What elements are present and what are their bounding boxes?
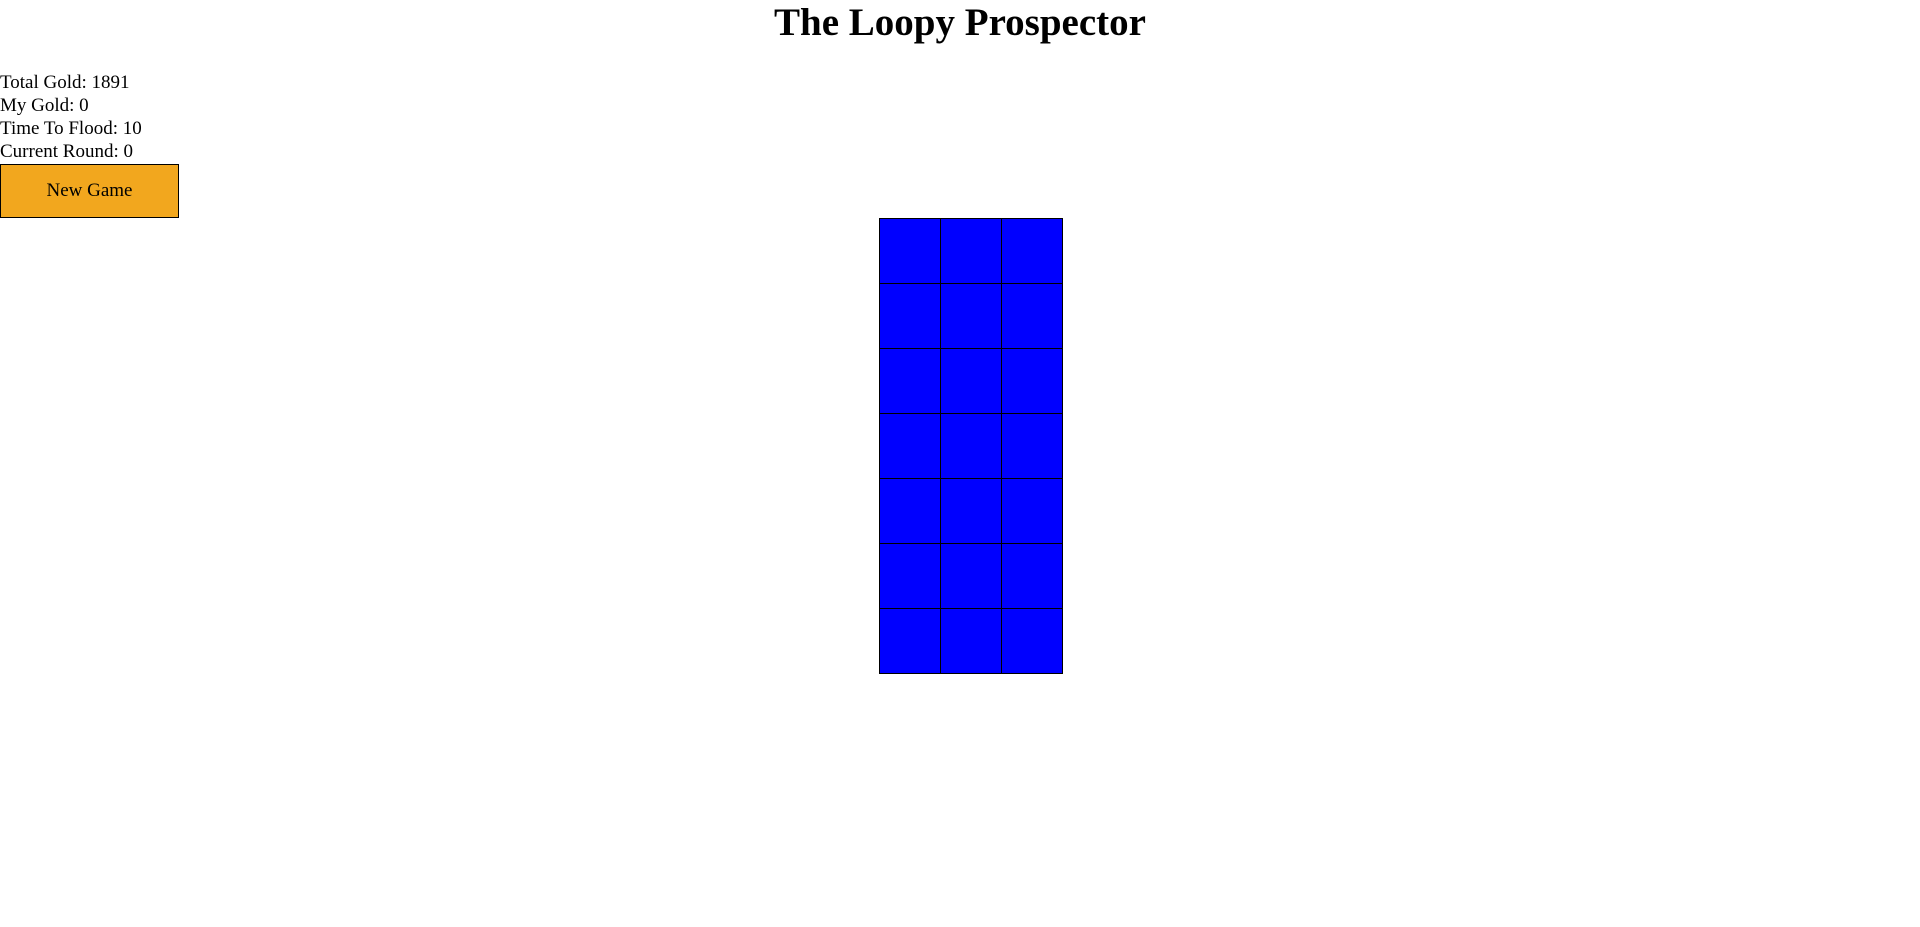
board-cell-water[interactable] bbox=[880, 609, 941, 674]
page-title: The Loopy Prospector bbox=[774, 1, 1146, 44]
board-cell-water[interactable] bbox=[1002, 284, 1063, 349]
board-cell-water[interactable] bbox=[941, 349, 1002, 414]
current-round-label: Current Round: 0 bbox=[0, 141, 133, 162]
board-cell-water[interactable] bbox=[1002, 349, 1063, 414]
board-cell-water[interactable] bbox=[1002, 414, 1063, 479]
board-cell-water[interactable] bbox=[1002, 544, 1063, 609]
board-cell-water[interactable] bbox=[941, 544, 1002, 609]
board-cell-water[interactable] bbox=[880, 219, 941, 284]
time-to-flood-label: Time To Flood: 10 bbox=[0, 118, 142, 139]
board-cell-water[interactable] bbox=[880, 544, 941, 609]
board-cell-water[interactable] bbox=[1002, 479, 1063, 544]
stats-panel: Total Gold: 1891 My Gold: 0 Time To Floo… bbox=[0, 71, 142, 163]
board-cell-water[interactable] bbox=[941, 284, 1002, 349]
total-gold-label: Total Gold: 1891 bbox=[0, 72, 130, 93]
board-cell-water[interactable] bbox=[880, 284, 941, 349]
board-cell-water[interactable] bbox=[941, 609, 1002, 674]
new-game-button[interactable]: New Game bbox=[0, 164, 179, 218]
my-gold-label: My Gold: 0 bbox=[0, 95, 89, 116]
game-board bbox=[879, 218, 1063, 674]
board-cell-water[interactable] bbox=[880, 479, 941, 544]
board-cell-water[interactable] bbox=[941, 219, 1002, 284]
board-cell-water[interactable] bbox=[1002, 219, 1063, 284]
board-cell-water[interactable] bbox=[941, 414, 1002, 479]
board-cell-water[interactable] bbox=[880, 414, 941, 479]
board-cell-water[interactable] bbox=[941, 479, 1002, 544]
board-cell-water[interactable] bbox=[880, 349, 941, 414]
board-cell-water[interactable] bbox=[1002, 609, 1063, 674]
